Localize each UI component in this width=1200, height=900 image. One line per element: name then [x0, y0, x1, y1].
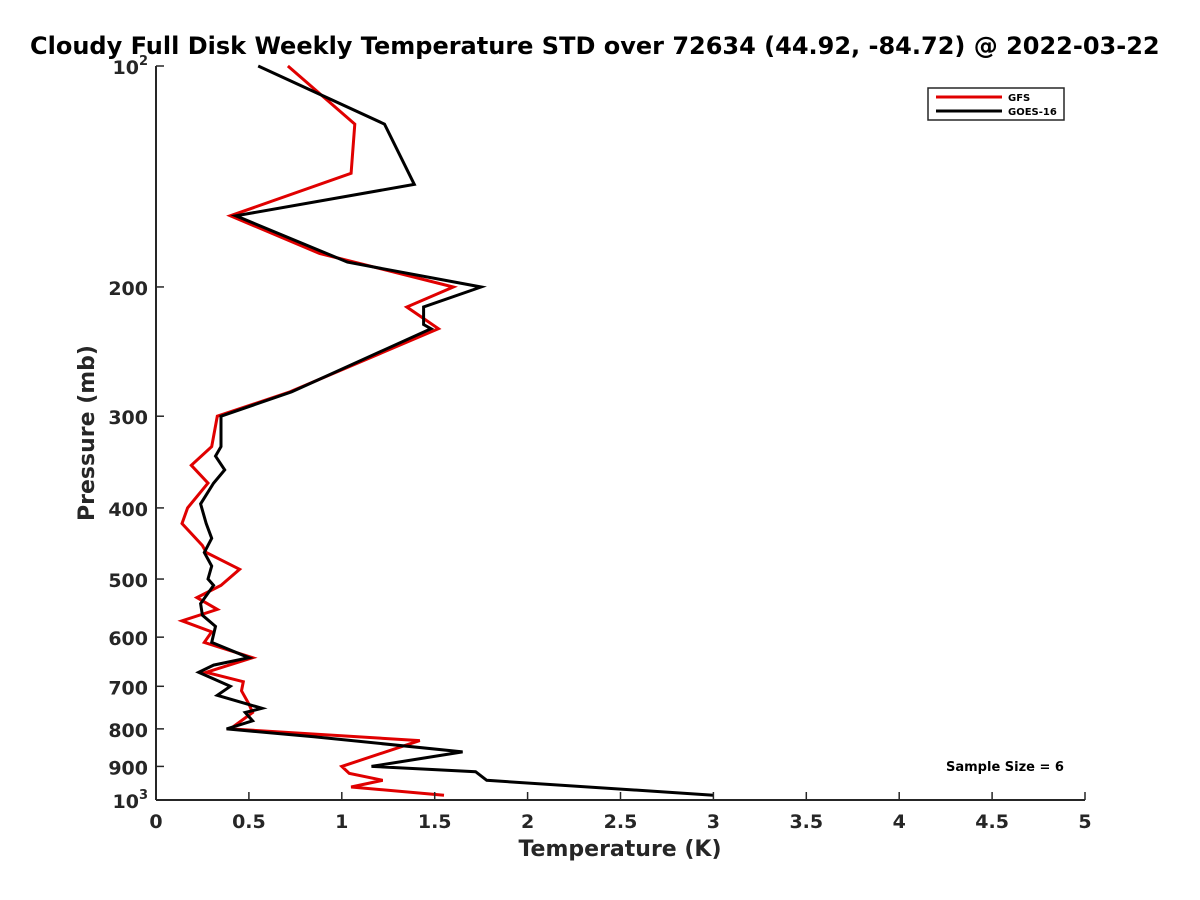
- x-tick-label: 4.5: [975, 811, 1009, 833]
- x-tick-label: 0: [149, 811, 162, 833]
- x-tick-label: 0.5: [232, 811, 266, 833]
- series-line-goes16: [195, 64, 714, 797]
- legend-label-goes16: GOES-16: [1008, 107, 1057, 118]
- x-tick-label: 1.5: [418, 811, 452, 833]
- x-ticks: 0 0.5 1 1.5 2 2.5 3 3.5 4 4.5 5: [149, 792, 1092, 833]
- x-axis-label: Temperature (K): [518, 837, 721, 862]
- x-tick-label: 4: [893, 811, 906, 833]
- y-tick-label: 400: [108, 499, 148, 521]
- y-tick-label: 103: [113, 788, 149, 813]
- y-axis-label: Pressure (mb): [75, 345, 100, 521]
- y-tick-label: 800: [108, 720, 148, 742]
- legend: GFS GOES-16: [927, 87, 1065, 121]
- y-tick-label: 600: [108, 628, 148, 650]
- y-tick-label: 102: [113, 54, 149, 79]
- y-tick-label: 500: [108, 570, 148, 592]
- series-line-gfs: [177, 64, 458, 797]
- chart-title: Cloudy Full Disk Weekly Temperature STD …: [30, 32, 1160, 60]
- x-tick-label: 2: [521, 811, 534, 833]
- series-layer: [177, 64, 714, 797]
- y-tick-label: 700: [108, 677, 148, 699]
- legend-box: [927, 87, 1065, 121]
- x-tick-label: 3.5: [789, 811, 823, 833]
- sample-size-annotation: Sample Size = 6: [946, 760, 1064, 775]
- axes: [155, 66, 1085, 801]
- y-tick-label: 200: [108, 278, 148, 300]
- y-ticks: 102 200 300 400 500 600 700 800 900 103: [108, 54, 164, 813]
- y-tick-label: 300: [108, 407, 148, 429]
- y-tick-label: 900: [108, 757, 148, 779]
- x-tick-label: 5: [1078, 811, 1091, 833]
- x-tick-label: 3: [707, 811, 720, 833]
- x-tick-label: 2.5: [604, 811, 638, 833]
- x-tick-label: 1: [335, 811, 348, 833]
- legend-label-gfs: GFS: [1008, 93, 1030, 104]
